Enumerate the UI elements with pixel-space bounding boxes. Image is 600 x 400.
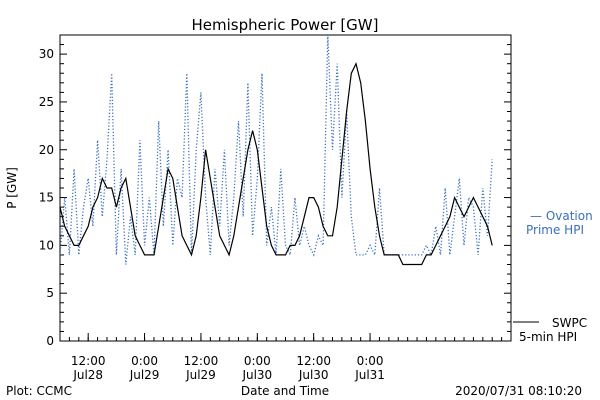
plot-timestamp: 2020/07/31 08:10:20: [455, 384, 582, 398]
y-tick-label: 20: [39, 143, 54, 157]
x-tick-time-label: 0:00: [244, 354, 271, 368]
chart-title: Hemispheric Power [GW]: [192, 16, 379, 34]
x-axis-label: Date and Time: [241, 384, 329, 398]
legend-swpc-line1: SWPC: [552, 316, 587, 330]
x-tick-time-label: 12:00: [296, 354, 331, 368]
series-line-swpc: [60, 61, 493, 266]
x-tick-date-label: Jul30: [298, 368, 329, 382]
legend-ovation-line1: — Ovation: [530, 209, 593, 223]
x-tick-date-label: Jul29: [185, 368, 216, 382]
y-tick-label: 25: [39, 95, 54, 109]
legend-ovation-line2: Prime HPI: [526, 223, 584, 237]
y-axis-ticks: 0 5 10 15 20 25 30: [39, 34, 511, 348]
x-tick-date-label: Jul31: [354, 368, 385, 382]
y-tick-label: 15: [39, 191, 54, 205]
y-tick-label: 0: [46, 334, 54, 348]
legend: — Ovation Prime HPI SWPC 5-min HPI: [513, 209, 593, 344]
y-tick-label: 10: [39, 238, 54, 252]
x-tick-date-label: Jul28: [72, 368, 103, 382]
x-tick-date-label: Jul29: [129, 368, 160, 382]
plot-credit: Plot: CCMC: [6, 384, 72, 398]
y-axis-label: P [GW]: [5, 167, 19, 209]
y-tick-label: 5: [46, 286, 54, 300]
legend-swpc-line2: 5-min HPI: [519, 330, 577, 344]
y-tick-label: 30: [39, 47, 54, 61]
x-tick-time-label: 0:00: [131, 354, 158, 368]
series-layer: [60, 35, 493, 266]
x-tick-time-label: 0:00: [357, 354, 384, 368]
x-tick-time-label: 12:00: [71, 354, 106, 368]
x-tick-date-label: Jul30: [241, 368, 272, 382]
x-tick-time-label: 12:00: [184, 354, 219, 368]
x-axis-ticks: 12:00Jul280:00Jul2912:00Jul290:00Jul3012…: [59, 333, 512, 382]
